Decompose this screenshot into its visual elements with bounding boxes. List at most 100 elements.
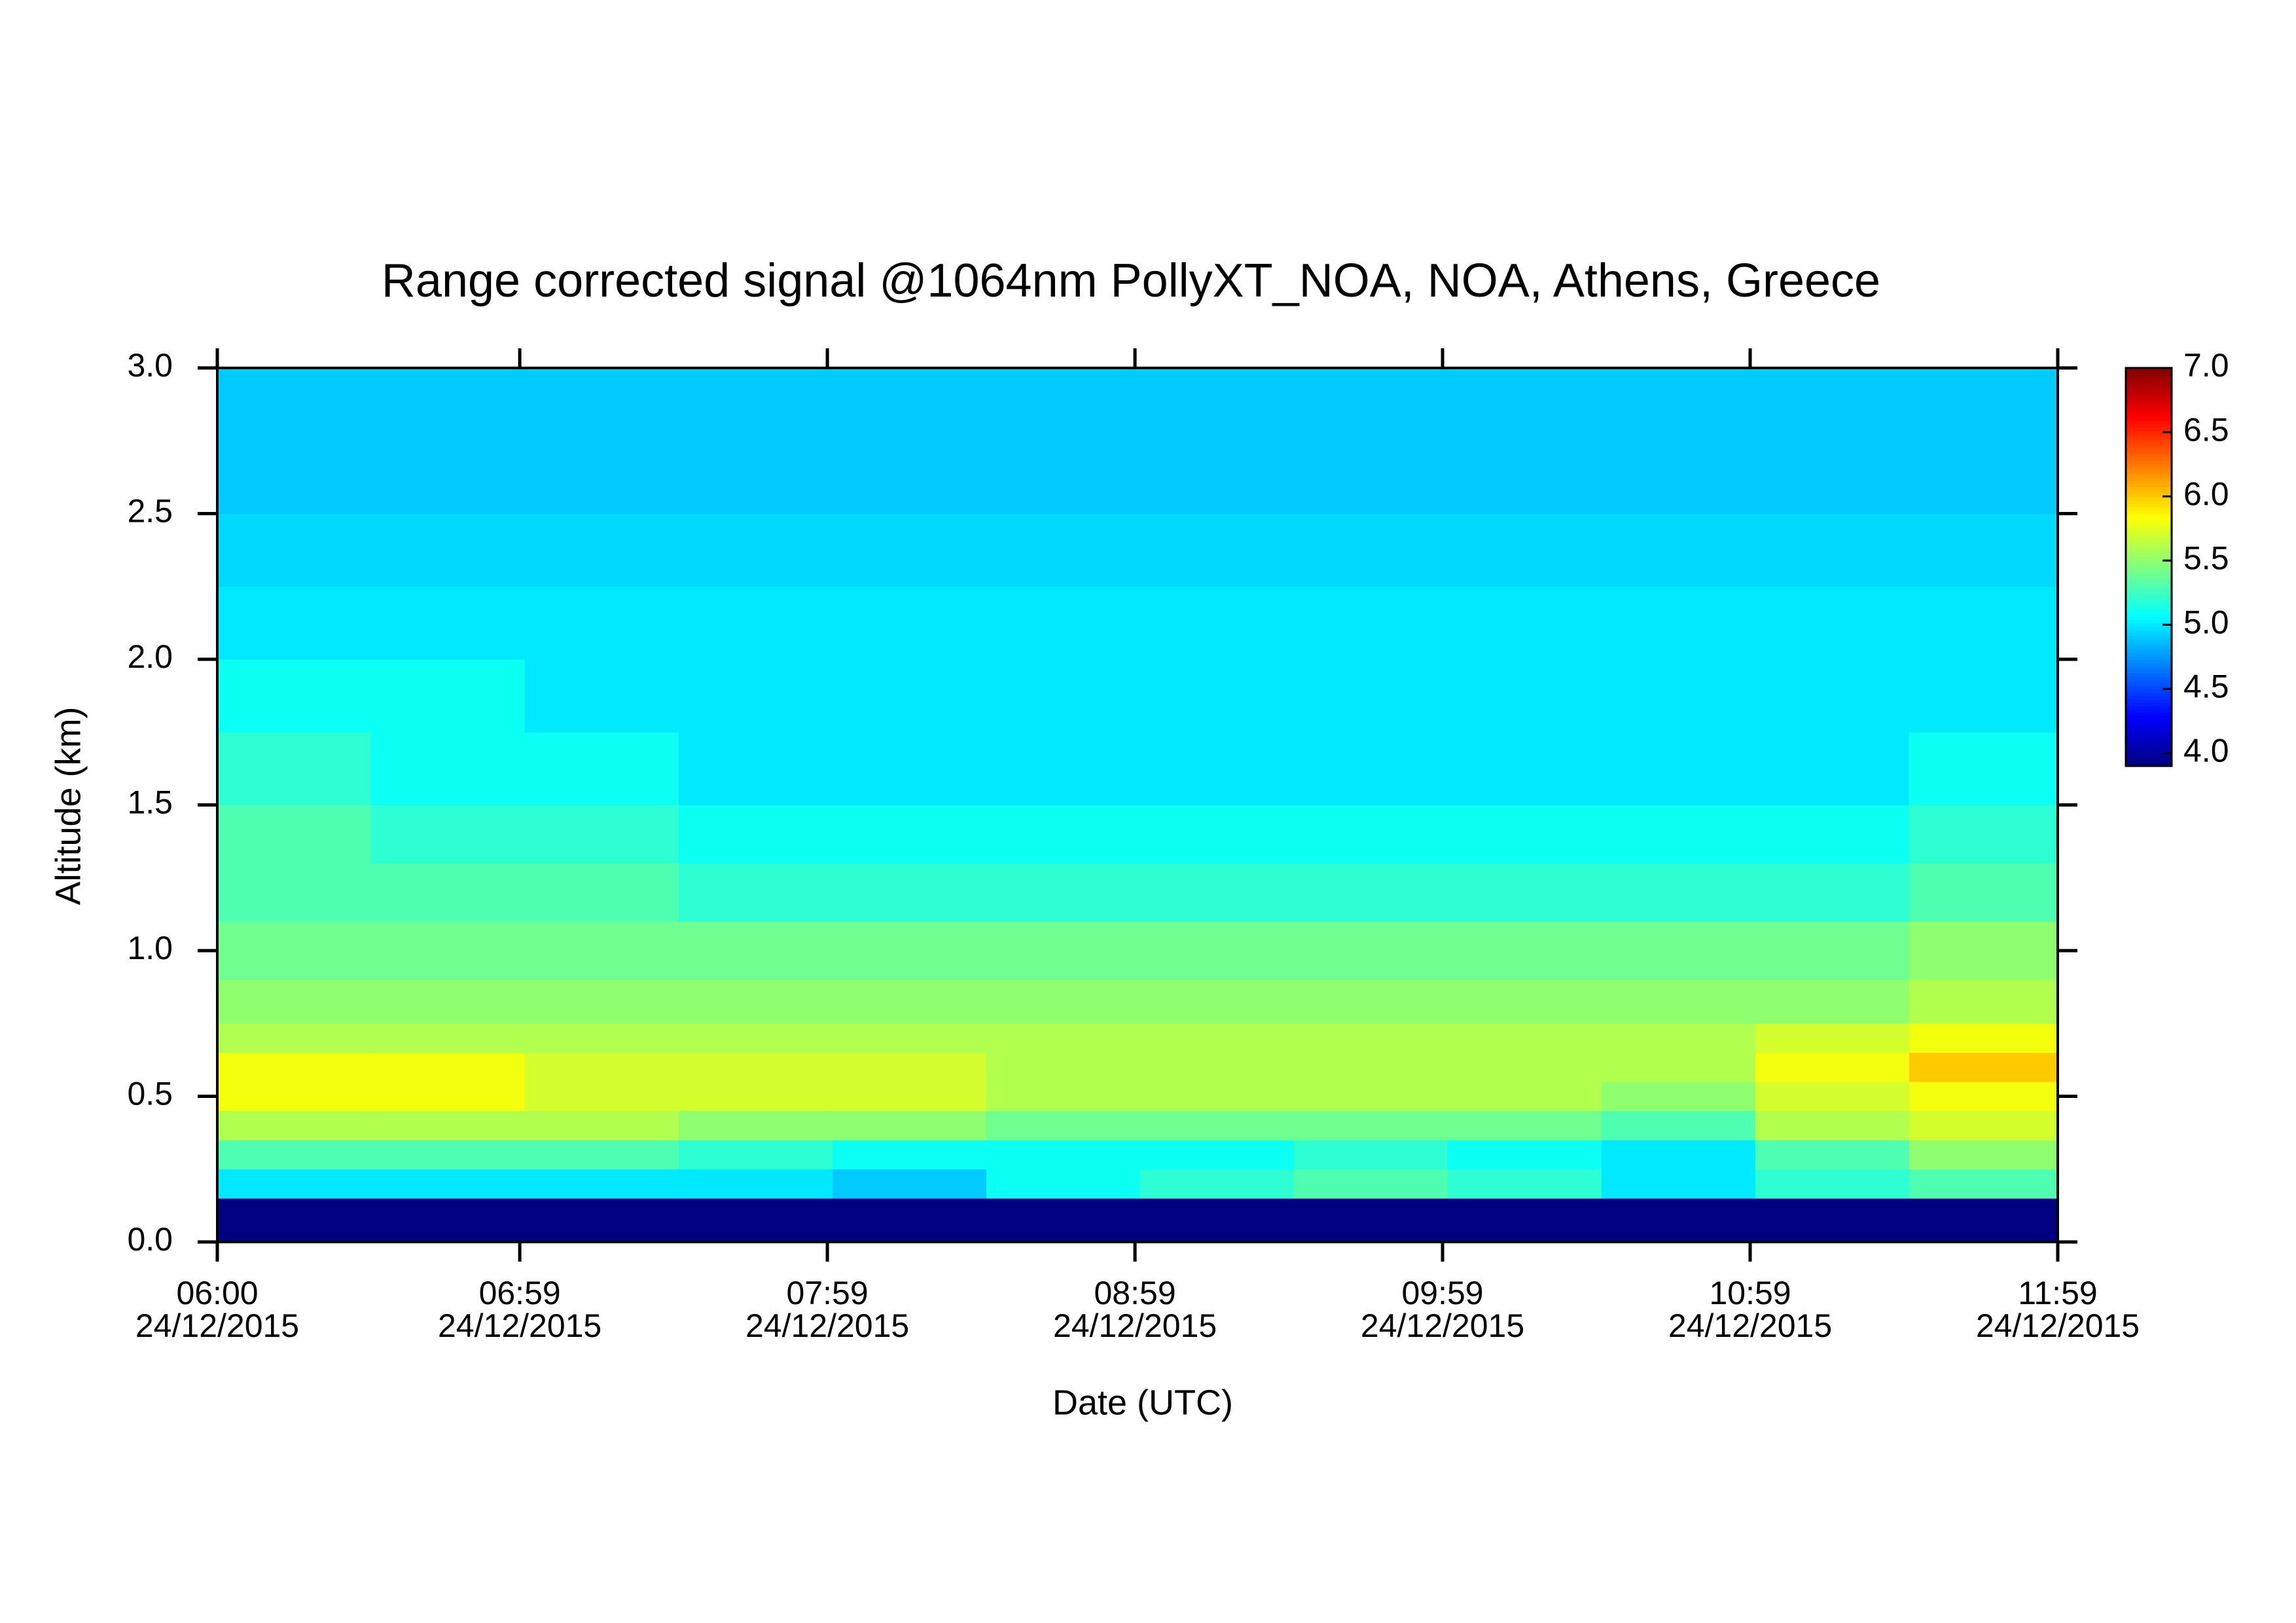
heatmap-cell xyxy=(678,1110,833,1140)
heatmap-cell xyxy=(986,1023,1141,1053)
heatmap-cell xyxy=(217,1082,372,1112)
colorbar-swatch xyxy=(2126,656,2172,661)
heatmap-cell xyxy=(832,513,987,587)
heatmap-cell xyxy=(832,586,987,660)
colorbar-swatch xyxy=(2126,494,2172,498)
heatmap-cell xyxy=(678,1198,833,1243)
heatmap-cell xyxy=(986,863,1141,922)
colorbar-swatch xyxy=(2126,646,2172,651)
heatmap-cell xyxy=(1601,863,1756,922)
heatmap-cell xyxy=(1601,1082,1756,1112)
heatmap-cell xyxy=(1755,368,1910,441)
heatmap-cell xyxy=(1293,1052,1448,1082)
heatmap-cell xyxy=(678,1169,833,1199)
colorbar-swatch xyxy=(2126,460,2172,465)
heatmap-cell xyxy=(370,1052,526,1082)
heatmap-cell xyxy=(1447,1169,1602,1199)
colorbar-swatch xyxy=(2126,437,2172,442)
heatmap-cell xyxy=(1139,441,1295,514)
colorbar-swatch xyxy=(2126,603,2172,608)
heatmap-cell xyxy=(1601,659,1756,733)
heatmap-cell xyxy=(1447,732,1602,805)
heatmap-cell xyxy=(217,1023,372,1053)
colorbar-swatch xyxy=(2126,547,2172,551)
colorbar-swatch xyxy=(2126,683,2172,687)
heatmap-cell xyxy=(524,863,679,922)
heatmap-cell xyxy=(1755,979,1910,1024)
heatmap-cell xyxy=(1755,586,1910,660)
heatmap-cell xyxy=(986,1140,1141,1170)
colorbar-swatch xyxy=(2126,457,2172,462)
colorbar-swatch xyxy=(2126,484,2172,488)
heatmap-cell xyxy=(217,863,372,922)
colorbar-swatch xyxy=(2126,550,2172,555)
heatmap-cell xyxy=(217,732,372,805)
heatmap xyxy=(217,368,2058,1243)
heatmap-cell xyxy=(1909,732,2058,805)
colorbar-tick-label: 4.5 xyxy=(2183,668,2229,705)
heatmap-cell xyxy=(832,979,987,1024)
colorbar-swatch xyxy=(2126,666,2172,670)
colorbar-swatch xyxy=(2126,693,2172,697)
heatmap-cell xyxy=(1293,586,1448,660)
colorbar-swatch xyxy=(2126,600,2172,604)
heatmap-cell xyxy=(832,659,987,733)
heatmap-cell xyxy=(1909,1110,2058,1140)
heatmap-cell xyxy=(524,1140,679,1170)
colorbar-swatch xyxy=(2126,606,2172,611)
colorbar-tick-label: 7.0 xyxy=(2183,347,2229,384)
heatmap-cell xyxy=(1755,659,1910,733)
colorbar-swatch xyxy=(2126,464,2172,468)
heatmap-cell xyxy=(1601,1169,1756,1199)
heatmap-cell xyxy=(217,1140,372,1170)
heatmap-cell xyxy=(1293,368,1448,441)
chart-title: Range corrected signal @1064nm PollyXT_N… xyxy=(382,255,1880,307)
heatmap-cell xyxy=(217,979,372,1024)
heatmap-cell xyxy=(1909,513,2058,587)
colorbar-tick-label: 4.0 xyxy=(2183,733,2229,769)
colorbar-swatch xyxy=(2126,534,2172,538)
heatmap-cell xyxy=(370,1169,526,1199)
colorbar-swatch xyxy=(2126,428,2172,431)
colorbar-swatch xyxy=(2126,686,2172,691)
colorbar-swatch xyxy=(2126,467,2172,471)
heatmap-cell xyxy=(1601,441,1756,514)
heatmap-cell xyxy=(1447,1023,1602,1053)
heatmap-cell xyxy=(986,805,1141,864)
colorbar-swatch xyxy=(2126,593,2172,598)
heatmap-cell xyxy=(1293,513,1448,587)
colorbar-swatch xyxy=(2126,702,2172,707)
colorbar-swatch xyxy=(2126,404,2172,409)
colorbar-swatch xyxy=(2126,371,2172,375)
heatmap-cell xyxy=(1755,441,1910,514)
heatmap-cell xyxy=(1139,863,1295,922)
colorbar-swatch xyxy=(2126,410,2172,415)
colorbar-swatch xyxy=(2126,497,2172,501)
heatmap-cell xyxy=(1755,805,1910,864)
heatmap-cell xyxy=(524,441,679,514)
heatmap-cell xyxy=(217,368,372,441)
heatmap-cell xyxy=(1447,863,1602,922)
heatmap-cell xyxy=(1447,1140,1602,1170)
y-axis-label: Altitude (km) xyxy=(48,706,88,905)
heatmap-cell xyxy=(986,732,1141,805)
colorbar-swatch xyxy=(2126,391,2172,395)
heatmap-cell xyxy=(217,805,372,864)
colorbar-swatch xyxy=(2126,474,2172,478)
heatmap-cell xyxy=(1139,1023,1295,1053)
heatmap-cell xyxy=(370,921,526,980)
colorbar-swatch xyxy=(2126,613,2172,617)
colorbar-swatch xyxy=(2126,434,2172,438)
colorbar-tick-label: 5.0 xyxy=(2183,604,2229,640)
heatmap-cell xyxy=(1293,1140,1448,1170)
heatmap-cell xyxy=(1909,1169,2058,1199)
heatmap-cell xyxy=(678,1140,833,1170)
heatmap-cell xyxy=(1755,1023,1910,1053)
heatmap-cell xyxy=(1755,732,1910,805)
heatmap-cell xyxy=(217,659,372,733)
colorbar-swatch xyxy=(2126,659,2172,664)
heatmap-cell xyxy=(986,1110,1141,1140)
heatmap-cell xyxy=(1755,863,1910,922)
